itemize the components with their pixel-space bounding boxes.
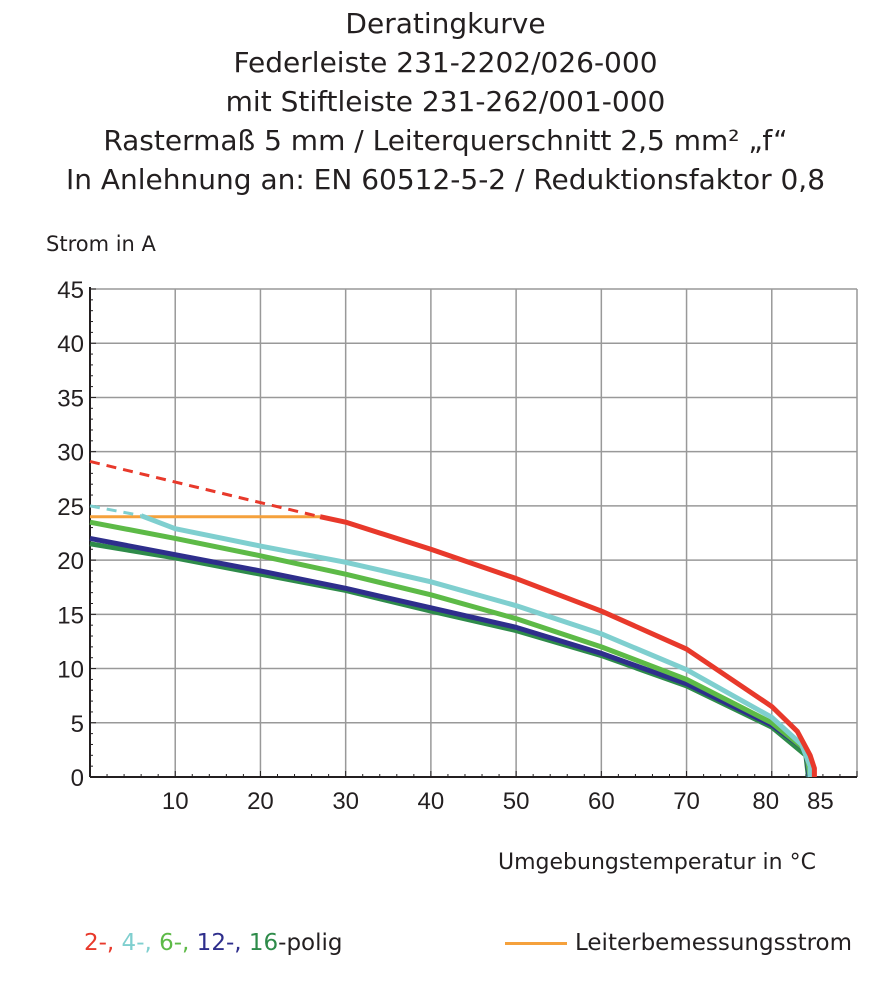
legend-rated-swatch <box>505 942 567 945</box>
x-axis-label: Umgebungstemperatur in °C <box>498 850 816 875</box>
x-tick-label: 70 <box>673 788 700 815</box>
y-tick-label: 30 <box>57 440 84 467</box>
legend-pole-6: 6-, <box>151 930 190 956</box>
legend-pole-4: 4-, <box>114 930 152 956</box>
legend-rated-label: Leiterbemessungsstrom <box>575 930 853 956</box>
series-line <box>89 519 813 778</box>
legend-rated: Leiterbemessungsstrom <box>505 930 852 956</box>
series-line <box>319 514 817 777</box>
x-tick-label: 10 <box>162 788 189 815</box>
legend-pole-12: 12-, <box>189 930 242 956</box>
x-tick-label: 40 <box>418 788 445 815</box>
y-tick-label: 25 <box>57 494 84 521</box>
legend-poles: 2-, 4-, 6-, 12-, 16-polig <box>84 930 343 956</box>
x-tick-label: 60 <box>588 788 615 815</box>
series-line <box>89 541 811 778</box>
series-dashed-line <box>89 504 142 518</box>
y-tick-label: 20 <box>57 548 84 575</box>
y-tick-label: 35 <box>57 385 84 412</box>
title-line: In Anlehnung an: EN 60512-5-2 / Reduktio… <box>65 163 826 196</box>
y-tick-label: 15 <box>57 602 84 629</box>
title-line: Rastermaß 5 mm / Leiterquerschnitt 2,5 m… <box>103 124 788 157</box>
x-tick-label: 20 <box>247 788 274 815</box>
legend-pole-2: 2-, <box>84 930 115 956</box>
y-axis-label: Strom in A <box>46 232 156 256</box>
y-tick-label: 10 <box>57 657 84 684</box>
title-line: Federleiste 231-2202/026-000 <box>233 46 658 79</box>
x-tick-label: 80 <box>752 788 779 815</box>
x-tick-label: 50 <box>503 788 530 815</box>
x-tick-label: 85 <box>807 788 834 815</box>
y-tick-label: 40 <box>57 331 84 358</box>
chart-title: Deratingkurve Federleiste 231-2202/026-0… <box>0 4 891 199</box>
series-line <box>140 513 813 777</box>
y-tick-label: 0 <box>71 765 84 792</box>
title-line: mit Stiftleiste 231-262/001-000 <box>225 85 666 118</box>
y-tick-label: 5 <box>71 711 84 738</box>
legend-pole-16: 16 <box>241 930 279 956</box>
legend-polig: -polig <box>278 930 343 956</box>
x-tick-label: 30 <box>332 788 359 815</box>
y-tick-label: 45 <box>57 277 84 304</box>
title-line: Deratingkurve <box>345 7 546 40</box>
series-dashed-line <box>89 459 321 519</box>
